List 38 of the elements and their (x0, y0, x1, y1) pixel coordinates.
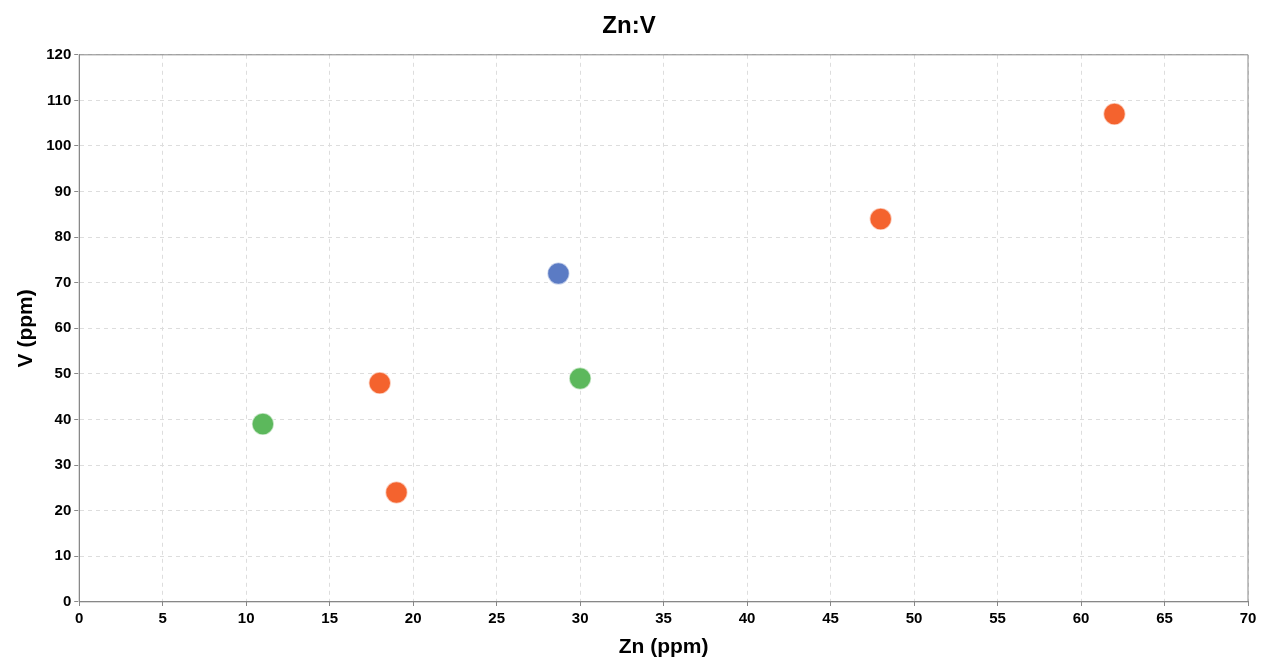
point (568, 366, 592, 391)
x-axis-title: Zn (ppm) (618, 634, 709, 658)
x-tick-label: 35 (655, 608, 672, 626)
x-tick-label: 55 (989, 608, 1006, 626)
x-tick-label: 40 (738, 608, 756, 626)
y-tick-label: 10 (54, 546, 72, 564)
x-tick-label: 20 (404, 608, 422, 626)
y-axis-title: V (ppm) (13, 289, 37, 368)
x-tick-label: 45 (822, 608, 839, 626)
point (1102, 102, 1127, 126)
y-tick-label: 70 (54, 272, 72, 290)
y-tick-label: 0 (62, 591, 72, 609)
point (368, 371, 392, 395)
y-tick-label: 80 (54, 227, 72, 245)
x-tick-label: 10 (237, 608, 255, 626)
y-tick-label: 120 (46, 44, 72, 62)
y-tick-label: 110 (47, 90, 72, 108)
x-tick-label: 15 (321, 608, 339, 626)
point (546, 261, 571, 286)
x-tick-label: 60 (1072, 608, 1090, 626)
x-tick-label: 5 (158, 608, 167, 626)
point (384, 480, 409, 505)
y-tick-label: 50 (54, 364, 72, 382)
x-tick-label: 65 (1156, 608, 1173, 626)
chart-title: Zn:V (602, 11, 656, 39)
x-tick-label: 30 (571, 608, 589, 626)
y-tick-label: 100 (46, 136, 72, 154)
point (251, 412, 275, 436)
y-tick-label: 30 (54, 455, 72, 473)
x-tick-label: 0 (75, 608, 84, 626)
x-tick-label: 25 (488, 608, 505, 626)
y-tick-label: 60 (54, 318, 72, 336)
y-tick-label: 20 (54, 500, 72, 518)
point (868, 207, 893, 231)
x-tick-label: 50 (905, 608, 923, 626)
y-tick-label: 90 (54, 181, 72, 199)
x-tick-label: 70 (1239, 608, 1257, 626)
y-tick-label: 40 (54, 409, 72, 427)
